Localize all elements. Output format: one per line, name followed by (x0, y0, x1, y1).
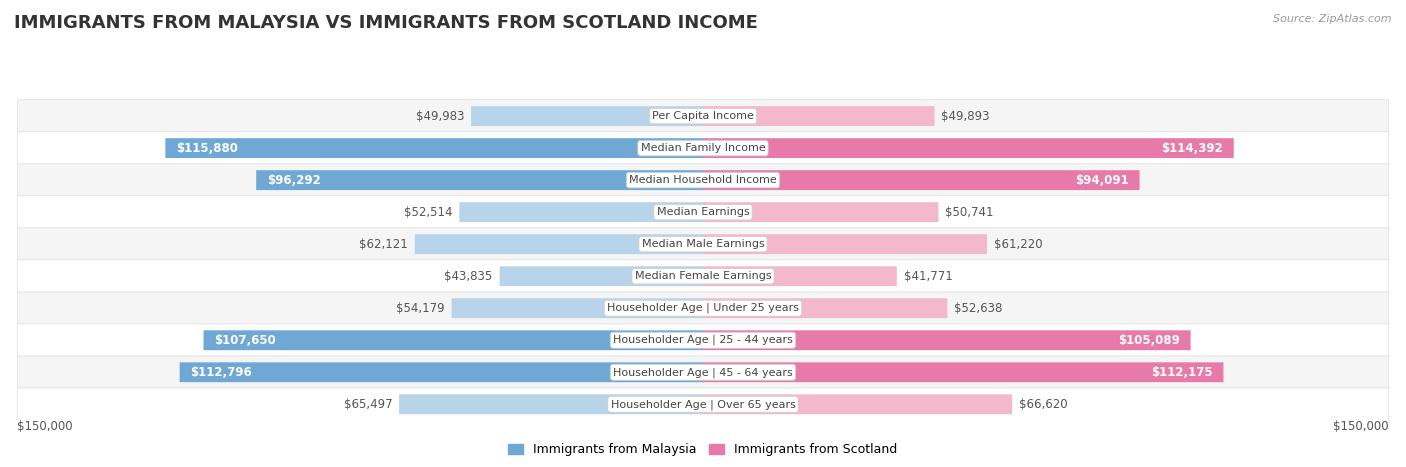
Text: $61,220: $61,220 (994, 238, 1043, 251)
Text: Householder Age | 25 - 44 years: Householder Age | 25 - 44 years (613, 335, 793, 346)
Text: Median Family Income: Median Family Income (641, 143, 765, 153)
Text: $112,796: $112,796 (190, 366, 252, 379)
Text: $54,179: $54,179 (396, 302, 444, 315)
FancyBboxPatch shape (17, 292, 1389, 325)
FancyBboxPatch shape (17, 388, 1389, 421)
FancyBboxPatch shape (703, 106, 935, 126)
FancyBboxPatch shape (17, 132, 1389, 164)
Text: $43,835: $43,835 (444, 270, 492, 283)
FancyBboxPatch shape (703, 202, 938, 222)
FancyBboxPatch shape (460, 202, 703, 222)
Text: $62,121: $62,121 (359, 238, 408, 251)
Text: $105,089: $105,089 (1118, 334, 1180, 347)
Text: $150,000: $150,000 (17, 420, 73, 433)
Text: Median Male Earnings: Median Male Earnings (641, 239, 765, 249)
Text: $96,292: $96,292 (267, 174, 321, 187)
FancyBboxPatch shape (703, 362, 1223, 382)
FancyBboxPatch shape (471, 106, 703, 126)
Text: $49,983: $49,983 (416, 110, 464, 122)
Text: $66,620: $66,620 (1019, 398, 1067, 411)
FancyBboxPatch shape (703, 394, 1012, 414)
Legend: Immigrants from Malaysia, Immigrants from Scotland: Immigrants from Malaysia, Immigrants fro… (503, 438, 903, 461)
Text: Householder Age | Under 25 years: Householder Age | Under 25 years (607, 303, 799, 313)
FancyBboxPatch shape (703, 266, 897, 286)
FancyBboxPatch shape (204, 330, 703, 350)
Text: $150,000: $150,000 (1333, 420, 1389, 433)
Text: Source: ZipAtlas.com: Source: ZipAtlas.com (1274, 14, 1392, 24)
FancyBboxPatch shape (17, 324, 1389, 357)
FancyBboxPatch shape (17, 356, 1389, 389)
Text: $65,497: $65,497 (343, 398, 392, 411)
FancyBboxPatch shape (17, 196, 1389, 228)
FancyBboxPatch shape (703, 234, 987, 254)
FancyBboxPatch shape (17, 164, 1389, 197)
FancyBboxPatch shape (451, 298, 703, 318)
FancyBboxPatch shape (166, 138, 703, 158)
Text: $50,741: $50,741 (945, 205, 994, 219)
Text: $52,638: $52,638 (955, 302, 1002, 315)
Text: Householder Age | Over 65 years: Householder Age | Over 65 years (610, 399, 796, 410)
FancyBboxPatch shape (415, 234, 703, 254)
Text: Median Earnings: Median Earnings (657, 207, 749, 217)
FancyBboxPatch shape (703, 170, 1140, 190)
Text: $94,091: $94,091 (1076, 174, 1129, 187)
Text: $112,175: $112,175 (1152, 366, 1213, 379)
FancyBboxPatch shape (703, 298, 948, 318)
Text: $114,392: $114,392 (1161, 142, 1223, 155)
FancyBboxPatch shape (499, 266, 703, 286)
Text: IMMIGRANTS FROM MALAYSIA VS IMMIGRANTS FROM SCOTLAND INCOME: IMMIGRANTS FROM MALAYSIA VS IMMIGRANTS F… (14, 14, 758, 32)
FancyBboxPatch shape (17, 100, 1389, 133)
Text: Householder Age | 45 - 64 years: Householder Age | 45 - 64 years (613, 367, 793, 377)
Text: $115,880: $115,880 (176, 142, 238, 155)
FancyBboxPatch shape (703, 330, 1191, 350)
Text: Median Female Earnings: Median Female Earnings (634, 271, 772, 281)
Text: $41,771: $41,771 (904, 270, 952, 283)
Text: $49,893: $49,893 (942, 110, 990, 122)
Text: $107,650: $107,650 (214, 334, 276, 347)
FancyBboxPatch shape (703, 138, 1233, 158)
FancyBboxPatch shape (17, 228, 1389, 261)
Text: Per Capita Income: Per Capita Income (652, 111, 754, 121)
FancyBboxPatch shape (399, 394, 703, 414)
FancyBboxPatch shape (17, 260, 1389, 292)
FancyBboxPatch shape (256, 170, 703, 190)
Text: $52,514: $52,514 (404, 205, 453, 219)
Text: Median Household Income: Median Household Income (628, 175, 778, 185)
FancyBboxPatch shape (180, 362, 703, 382)
